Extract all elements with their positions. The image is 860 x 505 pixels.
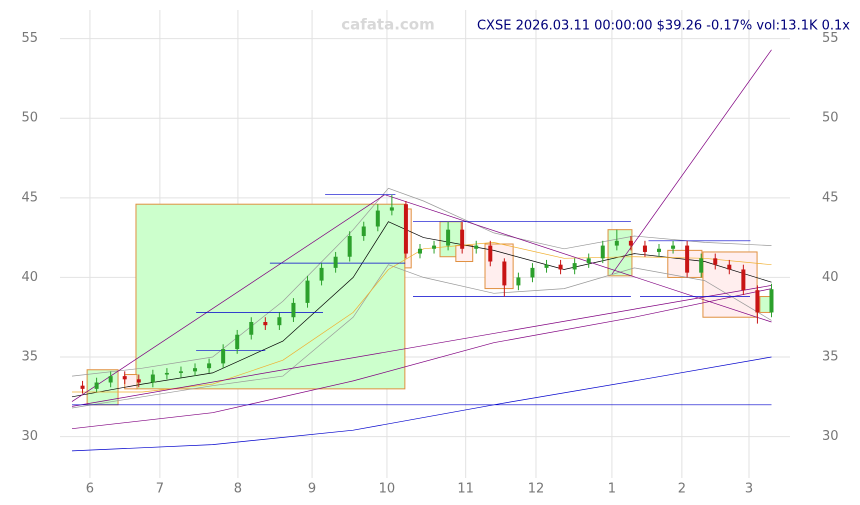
candle-body bbox=[516, 277, 521, 286]
y-tick-label: 30 bbox=[21, 429, 38, 444]
candle-body bbox=[319, 267, 324, 281]
overlay-line bbox=[71, 285, 772, 407]
x-tick-label: 6 bbox=[86, 482, 94, 497]
candle-body bbox=[586, 258, 591, 264]
candle-body bbox=[488, 245, 493, 262]
candle-body bbox=[642, 245, 647, 252]
overlay-line bbox=[71, 288, 772, 430]
overlay-line bbox=[71, 356, 772, 452]
candle-body bbox=[207, 363, 212, 369]
candle-body bbox=[263, 322, 268, 326]
candle-body bbox=[572, 263, 577, 270]
candle-body bbox=[755, 290, 760, 313]
candle-body bbox=[600, 245, 605, 259]
candle-body bbox=[221, 349, 226, 364]
y-tick-label-right: 40 bbox=[822, 270, 839, 285]
x-tick-label: 10 bbox=[379, 482, 396, 497]
candle-body bbox=[699, 258, 704, 273]
candle-body bbox=[474, 245, 479, 249]
x-tick-label: 11 bbox=[457, 482, 474, 497]
candle-body bbox=[122, 376, 127, 380]
candle-body bbox=[164, 372, 169, 375]
x-tick-label: 9 bbox=[308, 482, 316, 497]
zone-box bbox=[455, 245, 474, 263]
y-tick-label-right: 45 bbox=[822, 190, 839, 205]
candle-body bbox=[446, 229, 451, 246]
y-tick-label-right: 30 bbox=[822, 429, 839, 444]
x-tick-label: 1 bbox=[608, 482, 616, 497]
candle-body bbox=[671, 245, 676, 249]
overlay-line bbox=[71, 187, 772, 377]
overlay-line bbox=[384, 194, 772, 323]
candle-body bbox=[178, 371, 183, 373]
y-tick-label: 45 bbox=[21, 190, 38, 205]
chart-title: CXSE 2026.03.11 00:00:00 $39.26 -0.17% v… bbox=[477, 19, 850, 34]
candle-body bbox=[136, 379, 141, 383]
candle-body bbox=[417, 248, 422, 254]
y-tick-label-right: 35 bbox=[822, 350, 839, 365]
candle-body bbox=[80, 385, 85, 389]
candle-body bbox=[347, 236, 352, 257]
candle-body bbox=[333, 256, 338, 268]
overlay-line bbox=[72, 242, 772, 393]
candle-body bbox=[305, 280, 310, 303]
candle-body bbox=[291, 302, 296, 318]
y-tick-label: 55 bbox=[21, 31, 38, 46]
candle-body bbox=[375, 210, 380, 227]
watermark: cafata.com bbox=[341, 16, 434, 34]
zone-box bbox=[759, 296, 771, 313]
candle-body bbox=[235, 334, 240, 350]
overlay-line bbox=[71, 194, 385, 402]
candle-body bbox=[460, 229, 465, 249]
overlay-line bbox=[611, 49, 772, 275]
candle-body bbox=[713, 258, 718, 265]
x-tick-label: 2 bbox=[678, 482, 686, 497]
candle-body bbox=[544, 264, 549, 268]
candle-body bbox=[389, 207, 394, 211]
x-tick-label: 12 bbox=[528, 482, 545, 497]
x-tick-label: 7 bbox=[156, 482, 164, 497]
candle-body bbox=[277, 317, 282, 326]
candle-body bbox=[628, 240, 633, 246]
candle-body bbox=[614, 240, 619, 246]
candle-body bbox=[94, 382, 99, 389]
zone-box bbox=[135, 203, 406, 390]
y-tick-label: 40 bbox=[21, 270, 38, 285]
zone-box bbox=[667, 249, 703, 278]
candle-body bbox=[193, 368, 198, 372]
y-tick-label-right: 55 bbox=[822, 31, 839, 46]
candle-body bbox=[685, 245, 690, 273]
candle-body bbox=[150, 374, 155, 383]
overlay-line bbox=[71, 264, 772, 409]
x-tick-label: 8 bbox=[234, 482, 242, 497]
candle-body bbox=[558, 264, 563, 270]
candle-body bbox=[741, 269, 746, 291]
candle-body bbox=[249, 322, 254, 335]
y-tick-label: 35 bbox=[21, 350, 38, 365]
y-tick-label-right: 50 bbox=[822, 111, 839, 126]
candle-body bbox=[530, 267, 535, 278]
candle-body bbox=[108, 376, 113, 383]
y-tick-label: 50 bbox=[21, 111, 38, 126]
candle-body bbox=[432, 245, 437, 249]
candle-body bbox=[502, 261, 507, 286]
candle-body bbox=[403, 204, 408, 254]
candle-body bbox=[727, 264, 732, 270]
zone-box bbox=[607, 229, 633, 277]
candle-body bbox=[769, 289, 774, 313]
candle-body bbox=[657, 248, 662, 252]
x-tick-label: 3 bbox=[745, 482, 753, 497]
candle-body bbox=[361, 226, 366, 237]
